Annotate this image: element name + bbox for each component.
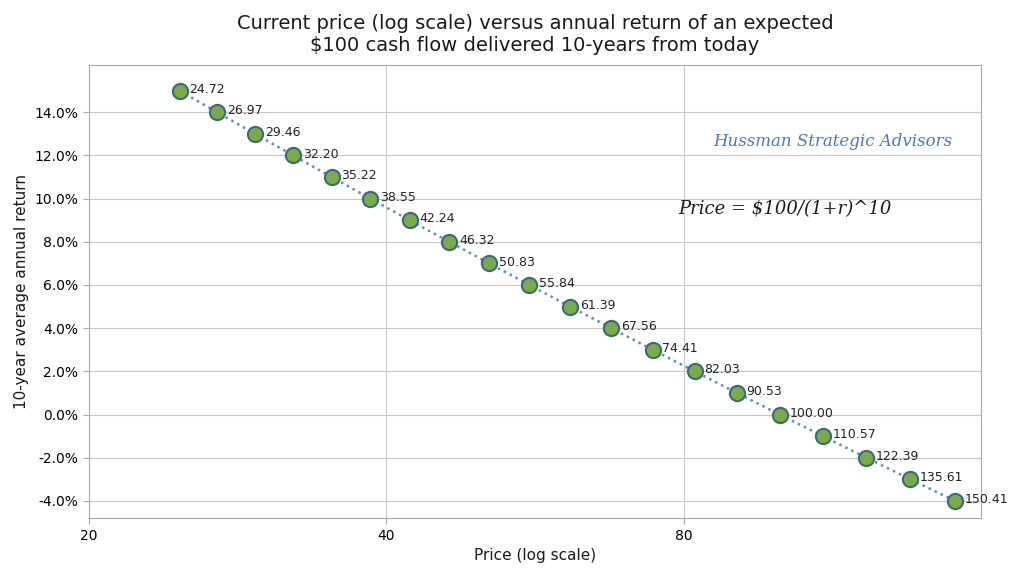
Point xyxy=(603,324,619,333)
Text: 29.46: 29.46 xyxy=(264,126,300,139)
Text: 90.53: 90.53 xyxy=(746,385,782,398)
Point xyxy=(645,345,661,354)
Point xyxy=(815,432,831,441)
Point xyxy=(687,367,703,376)
Text: 67.56: 67.56 xyxy=(621,320,657,334)
Point xyxy=(324,173,340,182)
Point xyxy=(947,496,963,505)
Text: 122.39: 122.39 xyxy=(876,450,919,463)
Point xyxy=(209,108,226,117)
Text: 42.24: 42.24 xyxy=(419,212,455,226)
Text: 74.41: 74.41 xyxy=(662,342,698,355)
Text: 32.20: 32.20 xyxy=(303,148,338,160)
Text: 35.22: 35.22 xyxy=(341,169,377,182)
Point xyxy=(729,388,745,398)
Point xyxy=(772,410,788,419)
Text: 38.55: 38.55 xyxy=(380,191,416,204)
Text: 46.32: 46.32 xyxy=(459,234,494,247)
Point xyxy=(441,237,457,246)
Text: 26.97: 26.97 xyxy=(227,104,262,117)
Text: Price = $100/(1+r)^10: Price = $100/(1+r)^10 xyxy=(678,200,892,218)
Text: 82.03: 82.03 xyxy=(704,364,740,376)
Text: 55.84: 55.84 xyxy=(539,277,575,290)
Point xyxy=(481,258,497,268)
Title: Current price (log scale) versus annual return of an expected
$100 cash flow del: Current price (log scale) versus annual … xyxy=(237,14,833,55)
Text: 61.39: 61.39 xyxy=(580,299,615,312)
Point xyxy=(522,280,538,290)
Text: 150.41: 150.41 xyxy=(965,493,1009,506)
Point xyxy=(402,216,418,225)
Text: 110.57: 110.57 xyxy=(832,428,876,441)
Text: Hussman Strategic Advisors: Hussman Strategic Advisors xyxy=(713,133,952,151)
Text: 100.00: 100.00 xyxy=(789,407,833,419)
Point xyxy=(362,194,378,203)
Text: 24.72: 24.72 xyxy=(190,83,226,96)
Point xyxy=(858,453,874,462)
Point xyxy=(171,86,188,95)
Point xyxy=(247,129,263,138)
Point xyxy=(902,475,918,484)
Text: 50.83: 50.83 xyxy=(499,256,535,268)
Text: 135.61: 135.61 xyxy=(920,471,964,484)
Y-axis label: 10-year average annual return: 10-year average annual return xyxy=(14,174,29,409)
X-axis label: Price (log scale): Price (log scale) xyxy=(474,548,597,563)
Point xyxy=(285,151,301,160)
Point xyxy=(562,302,578,311)
